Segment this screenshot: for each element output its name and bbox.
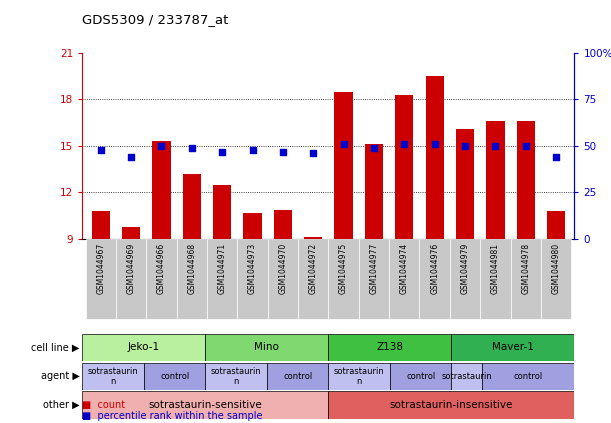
Text: control: control — [160, 372, 189, 381]
Text: sotrastaurin
n: sotrastaurin n — [334, 367, 384, 386]
Bar — [329, 334, 452, 361]
Bar — [267, 363, 329, 390]
Bar — [450, 239, 480, 319]
Text: GSM1044967: GSM1044967 — [96, 243, 105, 294]
Bar — [329, 239, 359, 319]
Text: GSM1044971: GSM1044971 — [218, 243, 227, 294]
Point — [126, 154, 136, 160]
Bar — [183, 174, 201, 239]
Text: Jeko-1: Jeko-1 — [128, 343, 160, 352]
Bar — [329, 391, 574, 419]
Text: GSM1044972: GSM1044972 — [309, 243, 318, 294]
Bar — [517, 121, 535, 239]
Bar — [389, 239, 420, 319]
Text: Maver-1: Maver-1 — [492, 343, 534, 352]
Point — [369, 144, 379, 151]
Text: control: control — [406, 372, 435, 381]
Text: GDS5309 / 233787_at: GDS5309 / 233787_at — [82, 13, 229, 26]
Text: ■  count: ■ count — [82, 400, 126, 410]
Text: sotrastaurin
n: sotrastaurin n — [211, 367, 262, 386]
Bar — [122, 227, 140, 239]
Bar — [395, 95, 414, 239]
Text: sotrastaurin
n: sotrastaurin n — [88, 367, 139, 386]
Point — [309, 150, 318, 157]
Point — [278, 148, 288, 155]
Bar — [452, 363, 482, 390]
Text: sotrastaurin: sotrastaurin — [441, 372, 492, 381]
Bar — [480, 239, 511, 319]
Bar — [146, 239, 177, 319]
Text: ■  percentile rank within the sample: ■ percentile rank within the sample — [82, 411, 263, 421]
Bar — [486, 121, 505, 239]
Point — [460, 143, 470, 149]
Text: other ▶: other ▶ — [43, 400, 79, 410]
Text: GSM1044970: GSM1044970 — [279, 243, 287, 294]
Text: sotrastaurin-sensitive: sotrastaurin-sensitive — [148, 400, 262, 410]
Bar — [334, 92, 353, 239]
Bar — [82, 391, 329, 419]
Text: GSM1044977: GSM1044977 — [370, 243, 378, 294]
Bar — [420, 239, 450, 319]
Text: GSM1044979: GSM1044979 — [461, 243, 469, 294]
Bar — [82, 334, 205, 361]
Bar — [177, 239, 207, 319]
Text: GSM1044978: GSM1044978 — [521, 243, 530, 294]
Bar — [511, 239, 541, 319]
Bar — [329, 363, 390, 390]
Bar — [298, 239, 329, 319]
Bar — [274, 209, 292, 239]
Point — [218, 148, 227, 155]
Bar — [359, 239, 389, 319]
Point — [521, 143, 530, 149]
Text: GSM1044973: GSM1044973 — [248, 243, 257, 294]
Bar — [547, 211, 565, 239]
Text: GSM1044976: GSM1044976 — [430, 243, 439, 294]
Bar — [205, 334, 328, 361]
Bar — [86, 239, 116, 319]
Bar — [152, 141, 170, 239]
Text: sotrastaurin-insensitive: sotrastaurin-insensitive — [390, 400, 513, 410]
Bar — [426, 76, 444, 239]
Point — [338, 141, 348, 148]
Bar — [541, 239, 571, 319]
Text: GSM1044981: GSM1044981 — [491, 243, 500, 294]
Text: Mino: Mino — [255, 343, 279, 352]
Bar — [452, 334, 574, 361]
Point — [96, 146, 106, 153]
Bar — [144, 363, 205, 390]
Point — [187, 144, 197, 151]
Bar — [92, 211, 110, 239]
Bar — [116, 239, 146, 319]
Text: GSM1044968: GSM1044968 — [188, 243, 196, 294]
Point — [400, 141, 409, 148]
Bar — [82, 363, 144, 390]
Point — [247, 146, 257, 153]
Bar — [237, 239, 268, 319]
Bar — [365, 144, 383, 239]
Bar — [390, 363, 452, 390]
Bar — [205, 363, 267, 390]
Text: control: control — [283, 372, 312, 381]
Bar — [243, 213, 262, 239]
Text: control: control — [514, 372, 543, 381]
Point — [491, 143, 500, 149]
Text: GSM1044966: GSM1044966 — [157, 243, 166, 294]
Text: GSM1044975: GSM1044975 — [339, 243, 348, 294]
Text: agent ▶: agent ▶ — [40, 371, 79, 381]
Text: GSM1044969: GSM1044969 — [126, 243, 136, 294]
Point — [430, 141, 439, 148]
Text: GSM1044974: GSM1044974 — [400, 243, 409, 294]
Point — [156, 143, 166, 149]
Text: GSM1044980: GSM1044980 — [552, 243, 561, 294]
Text: cell line ▶: cell line ▶ — [31, 343, 79, 352]
Bar — [207, 239, 237, 319]
Bar — [456, 129, 474, 239]
Bar — [268, 239, 298, 319]
Text: Z138: Z138 — [376, 343, 403, 352]
Bar — [213, 185, 231, 239]
Bar — [482, 363, 574, 390]
Point — [551, 154, 561, 160]
Bar — [304, 237, 323, 239]
